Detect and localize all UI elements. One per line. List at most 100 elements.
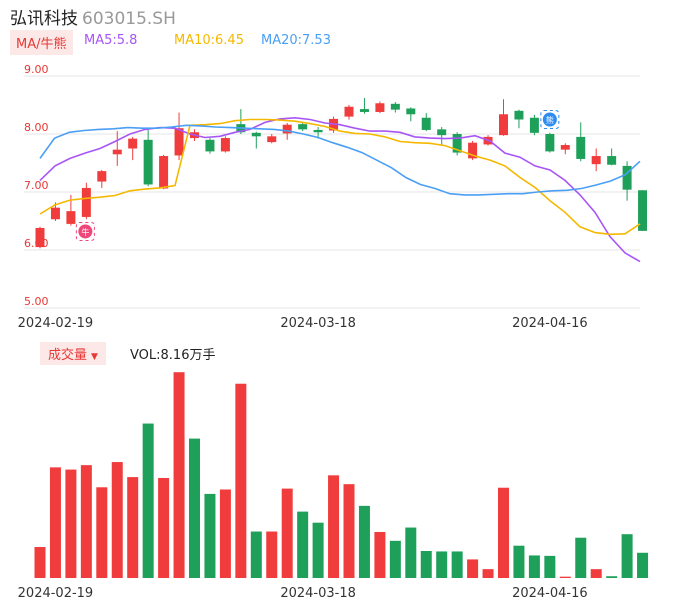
volume-x-tick-label: 2024-04-16 xyxy=(512,586,588,601)
ma10-legend: MA10:6.45 xyxy=(174,33,244,48)
candle-body xyxy=(468,142,478,159)
candle-body xyxy=(452,134,462,153)
candle-body xyxy=(638,190,648,231)
volume-bar xyxy=(204,493,216,578)
stock-name: 弘讯科技 xyxy=(10,9,78,29)
volume-bar xyxy=(606,576,618,578)
candle-body xyxy=(545,134,555,152)
marker-label: 熊 xyxy=(546,115,554,125)
volume-bar xyxy=(575,537,587,578)
candle-body xyxy=(421,117,431,130)
volume-bar xyxy=(389,540,401,578)
candle-body xyxy=(282,124,292,134)
candle-body xyxy=(499,114,508,136)
marker-badge xyxy=(78,224,93,239)
marker-frame xyxy=(75,221,95,241)
volume-indicator-label: 成交量 xyxy=(48,348,88,363)
volume-x-tick-label: 2024-03-18 xyxy=(280,586,356,601)
marker-badge xyxy=(542,112,557,127)
volume-bar xyxy=(189,438,200,578)
volume-bar xyxy=(544,555,556,578)
volume-bar xyxy=(328,475,340,578)
candle-body xyxy=(112,149,122,155)
volume-bar xyxy=(559,576,571,578)
candle-body xyxy=(81,187,91,217)
volume-bar xyxy=(405,527,417,578)
volume-bar xyxy=(80,465,92,578)
candle-body xyxy=(622,165,632,190)
volume-legend: 成交量 ▼ VOL:8.16万手 xyxy=(40,342,215,365)
volume-bar xyxy=(281,488,293,578)
volume-bar xyxy=(498,487,509,578)
volume-bar xyxy=(158,477,170,578)
ma-indicator-button[interactable]: MA/牛熊 xyxy=(10,30,73,55)
volume-bar xyxy=(297,511,309,578)
candle-body xyxy=(375,103,385,112)
y-tick-label: 5.00 xyxy=(24,295,49,308)
volume-bar xyxy=(49,467,61,578)
candle-body xyxy=(591,156,601,165)
candle-body xyxy=(35,227,45,248)
volume-bar xyxy=(65,469,77,578)
candlestick-chart[interactable]: 9.008.007.006.005.002024-02-192024-03-18… xyxy=(0,0,686,330)
candle-body xyxy=(514,110,524,120)
marker-frame xyxy=(540,110,560,129)
x-tick-label: 2024-03-18 xyxy=(280,316,356,330)
volume-bar xyxy=(111,462,123,578)
candle-body xyxy=(313,129,323,133)
candle-body xyxy=(174,128,184,156)
dropdown-caret-icon: ▼ xyxy=(91,352,98,362)
candle-body xyxy=(576,136,586,159)
volume-bar xyxy=(528,555,540,578)
volume-bar xyxy=(219,489,231,578)
volume-bar xyxy=(343,484,355,578)
ma5-legend: MA5:5.8 xyxy=(84,33,138,48)
volume-x-tick-label: 2024-02-19 xyxy=(18,586,94,601)
volume-bar xyxy=(173,372,185,578)
marker-label: 牛 xyxy=(81,227,89,237)
candle-body xyxy=(267,136,277,143)
volume-bar xyxy=(142,423,154,578)
volume-bar xyxy=(513,545,525,578)
stock-code: 603015.SH xyxy=(82,9,176,29)
volume-bar xyxy=(451,551,463,578)
candle-body xyxy=(406,108,416,115)
candle-body xyxy=(390,103,400,110)
ma-line-ma20 xyxy=(39,124,641,196)
candle-body xyxy=(50,207,60,220)
volume-bar xyxy=(96,487,108,578)
candle-body xyxy=(560,145,570,150)
candle-body xyxy=(359,109,369,112)
candle-body xyxy=(159,156,169,189)
volume-bar xyxy=(637,552,649,578)
volume-bar xyxy=(420,551,432,578)
stock-title: 弘讯科技 603015.SH xyxy=(10,4,176,29)
volume-indicator-dropdown[interactable]: 成交量 ▼ xyxy=(40,342,106,365)
y-tick-label: 9.00 xyxy=(24,63,49,76)
volume-bar xyxy=(250,531,262,578)
volume-bar xyxy=(590,569,602,578)
x-tick-label: 2024-02-19 xyxy=(18,316,94,330)
candle-body xyxy=(66,211,76,224)
candle-body xyxy=(251,132,261,137)
candle-body xyxy=(205,139,215,152)
candle-body xyxy=(220,138,230,152)
candle-body xyxy=(143,139,153,185)
volume-value: VOL:8.16万手 xyxy=(130,348,216,363)
volume-bar xyxy=(374,531,386,578)
volume-bar xyxy=(266,531,278,578)
y-tick-label: 7.00 xyxy=(24,179,49,192)
candle-body xyxy=(344,106,354,117)
ma-legend: MA/牛熊 MA5:5.8 MA10:6.45 MA20:7.53 xyxy=(10,30,331,55)
candle-body xyxy=(437,129,447,136)
volume-bar xyxy=(621,534,633,578)
y-tick-label: 8.00 xyxy=(24,121,49,134)
volume-bar xyxy=(235,383,247,578)
candle-body xyxy=(529,117,539,133)
candle-body xyxy=(607,156,617,165)
x-tick-label: 2024-04-16 xyxy=(512,316,588,330)
volume-bar xyxy=(358,505,370,578)
volume-bar xyxy=(127,477,139,578)
volume-bar xyxy=(34,547,46,578)
volume-bar xyxy=(467,559,479,578)
